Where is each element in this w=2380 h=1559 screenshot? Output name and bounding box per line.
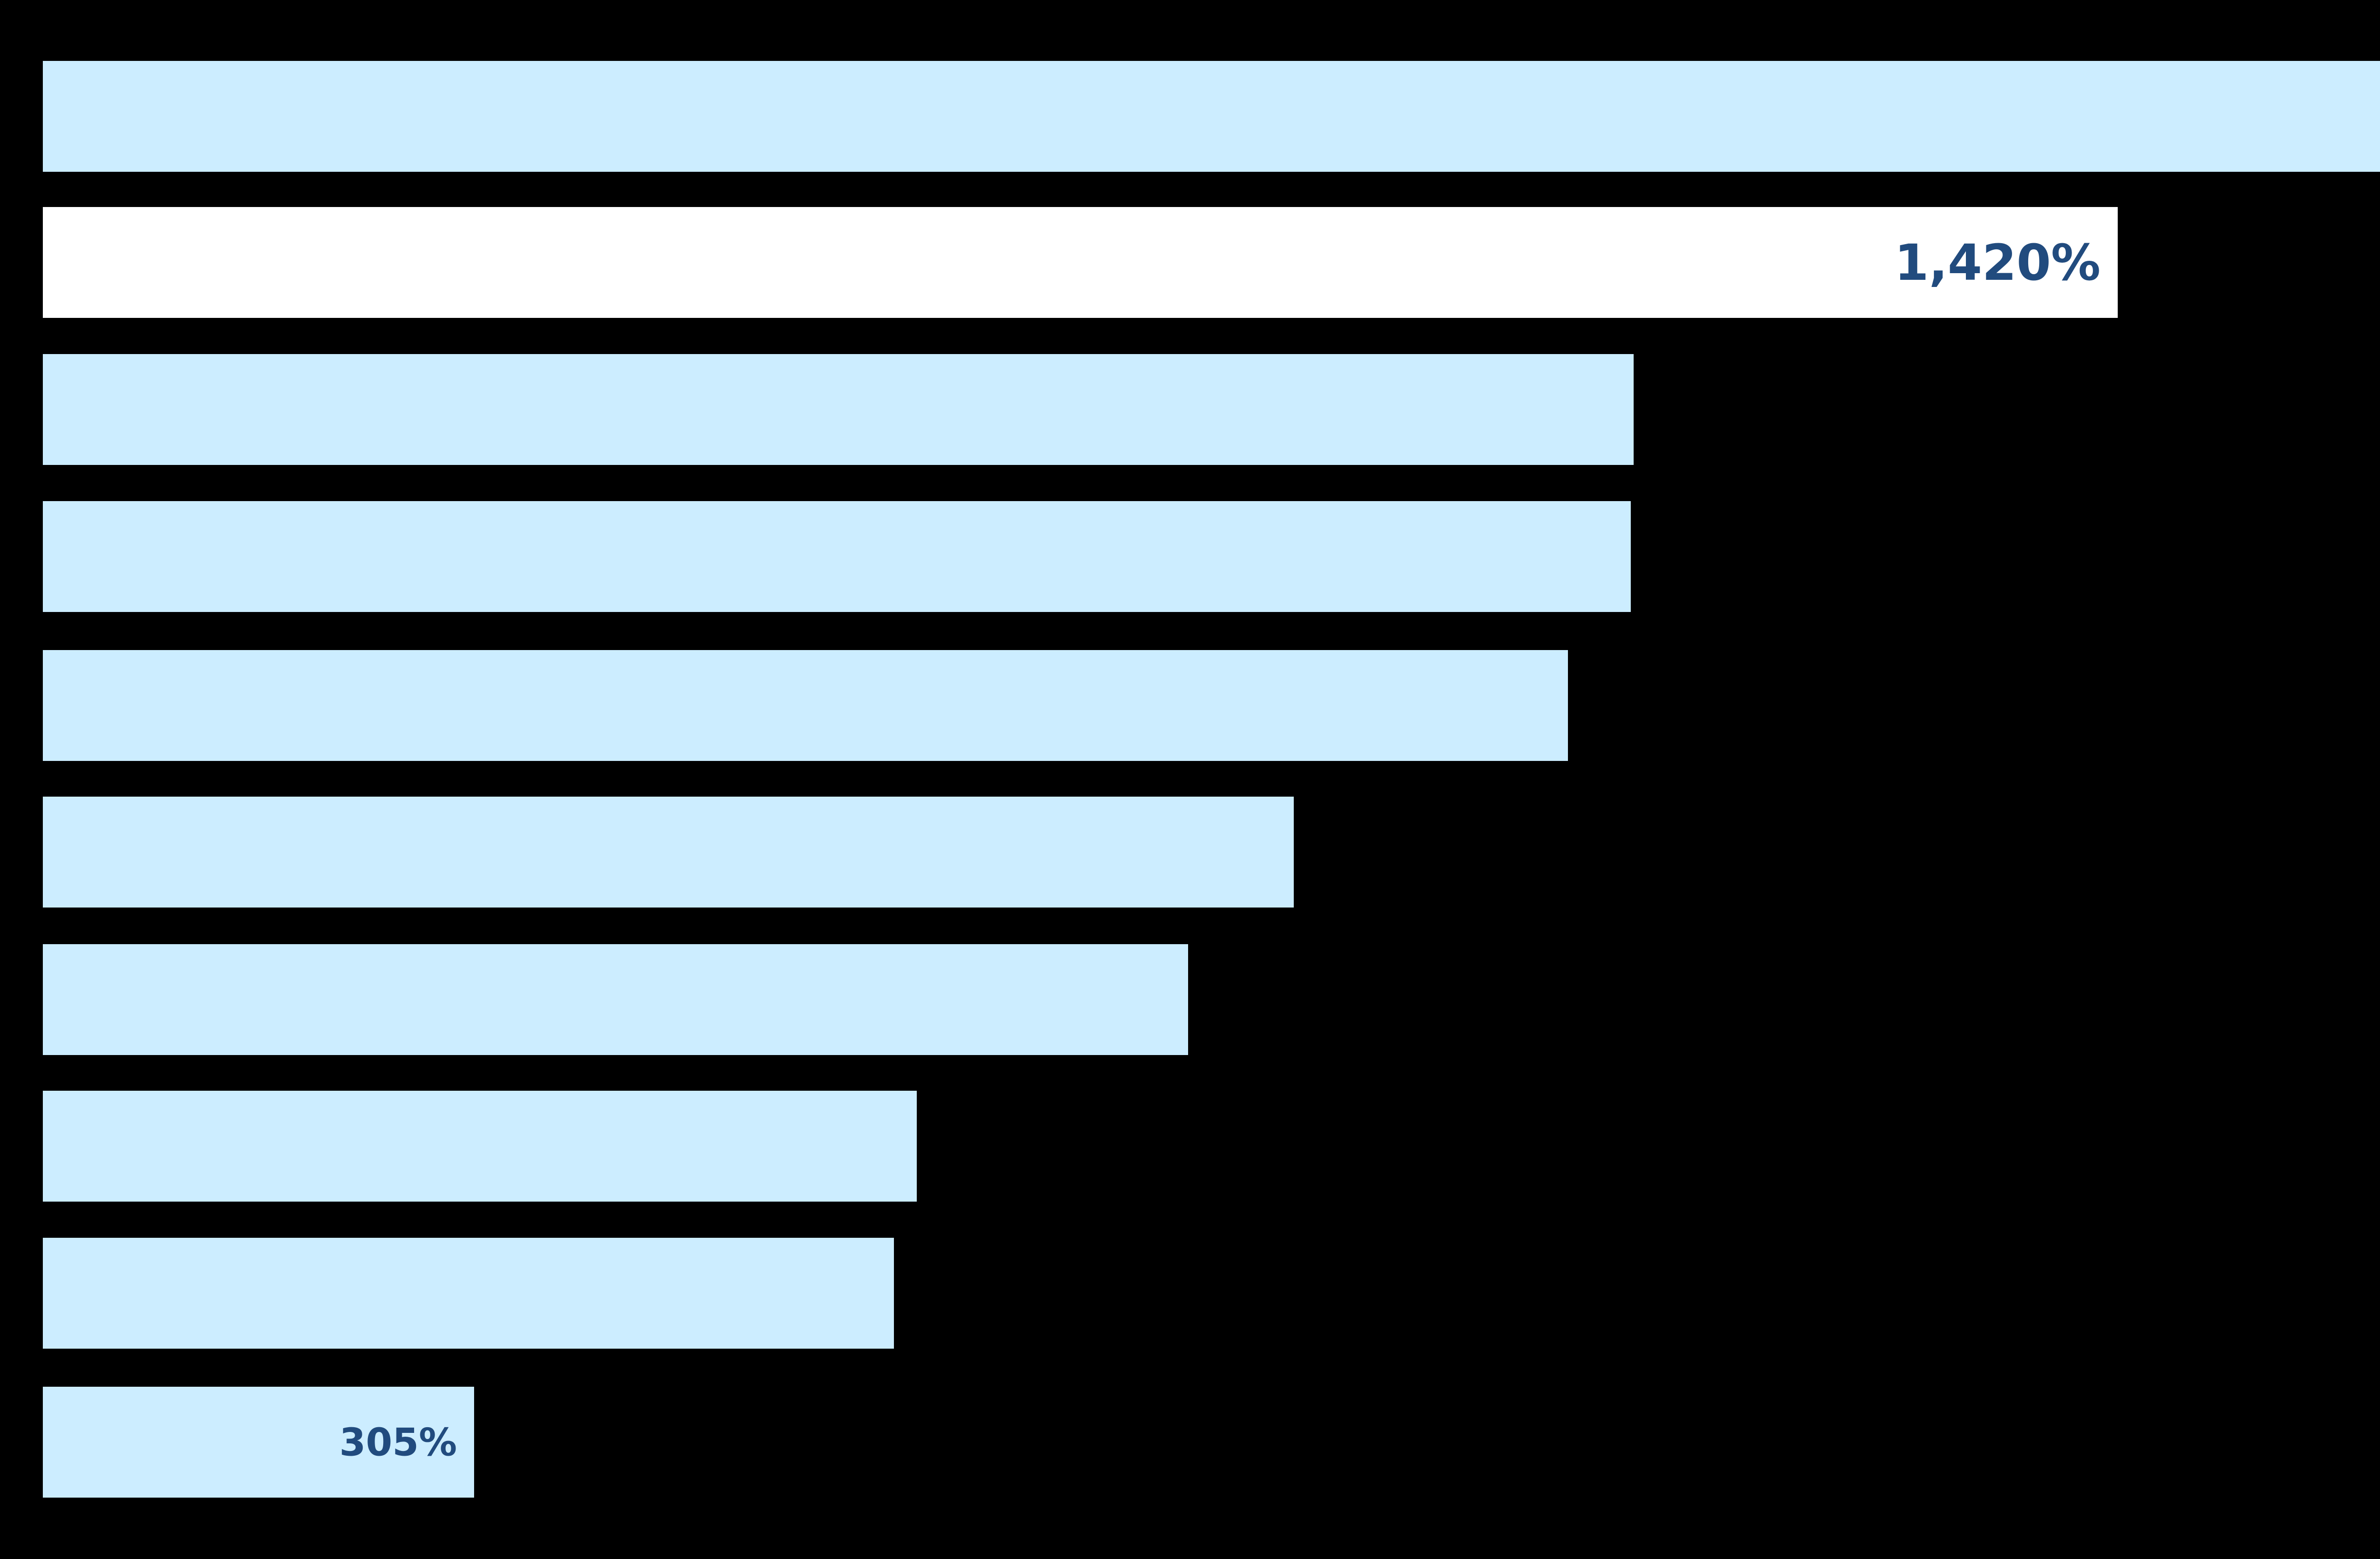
bar-10: 305% xyxy=(43,1387,474,1498)
bar-10-value-label: 305% xyxy=(339,1420,457,1464)
bar-4 xyxy=(43,501,1631,612)
bar-8 xyxy=(43,1091,917,1202)
bar-5 xyxy=(43,650,1568,761)
bar-1 xyxy=(43,61,2380,172)
bar-9 xyxy=(43,1238,894,1349)
bar-2-highlighted: 1,420% xyxy=(43,207,2118,318)
bar-6 xyxy=(43,797,1294,908)
bar-2-value-label: 1,420% xyxy=(1894,233,2101,292)
bar-3 xyxy=(43,354,1634,465)
bar-7 xyxy=(43,944,1188,1055)
